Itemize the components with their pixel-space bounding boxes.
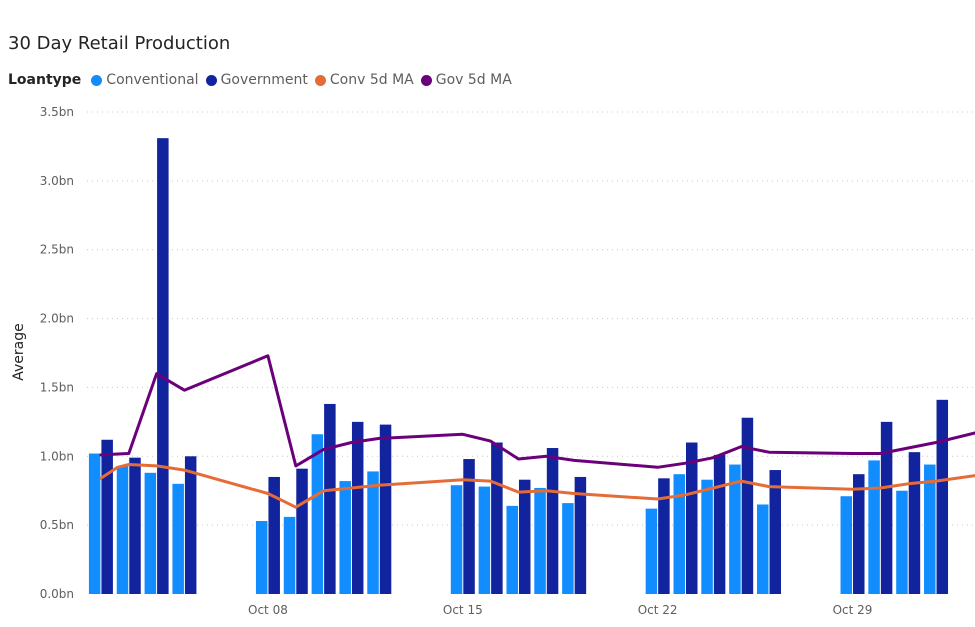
y-tick-label: 1.0bn: [40, 449, 74, 463]
x-tick-label: Oct 15: [443, 603, 483, 617]
bar-conventional[interactable]: [645, 508, 658, 594]
bar-conventional[interactable]: [562, 503, 574, 594]
bar-conventional[interactable]: [840, 496, 853, 594]
legend-title: Loantype: [8, 72, 82, 88]
bar-government[interactable]: [936, 399, 949, 594]
bar-conventional[interactable]: [367, 471, 379, 594]
bar-conventional[interactable]: [506, 505, 518, 594]
bar-conventional[interactable]: [478, 486, 491, 594]
bar-government[interactable]: [769, 470, 782, 594]
line-conv-5d-ma[interactable]: [99, 463, 975, 509]
bar-government[interactable]: [853, 474, 865, 594]
bar-government[interactable]: [351, 421, 364, 594]
bar-government[interactable]: [324, 403, 336, 594]
bar-conventional[interactable]: [701, 479, 713, 594]
x-tick-label: Oct 22: [638, 603, 678, 617]
x-tick-label: Oct 29: [833, 603, 873, 617]
legend-label-conv-5d-ma: Conv 5d MA: [329, 72, 414, 88]
bar-conventional[interactable]: [144, 472, 157, 594]
bar-government[interactable]: [101, 439, 113, 594]
y-axis-ticks: 0.0bn 0.5bn 1.0bn 1.5bn 2.0bn 2.5bn 3.0bn 3.5bn: [40, 105, 74, 601]
legend-item-conventional[interactable]: Conventional: [91, 72, 199, 88]
bars: [88, 138, 949, 594]
y-axis-title: Average: [11, 323, 27, 381]
bar-conventional[interactable]: [673, 474, 685, 594]
y-tick-label: 0.5bn: [40, 518, 74, 532]
bar-government[interactable]: [518, 479, 531, 594]
y-tick-label: 2.5bn: [40, 243, 74, 257]
legend-item-gov-5d-ma[interactable]: Gov 5d MA: [420, 72, 512, 88]
y-tick-label: 0.0bn: [40, 587, 74, 601]
bar-conventional[interactable]: [283, 516, 296, 594]
y-tick-label: 3.5bn: [40, 105, 74, 119]
legend-label-conventional: Conventional: [106, 72, 199, 88]
bar-government[interactable]: [157, 138, 169, 594]
chart-title: 30 Day Retail Production: [8, 33, 231, 54]
bar-conventional[interactable]: [924, 464, 936, 594]
bar-government[interactable]: [658, 478, 670, 594]
bar-government[interactable]: [685, 442, 698, 594]
bar-government[interactable]: [741, 417, 754, 594]
bar-government[interactable]: [880, 421, 893, 594]
bar-conventional[interactable]: [896, 490, 908, 594]
bar-conventional[interactable]: [534, 487, 546, 594]
x-tick-label: Oct 08: [248, 603, 288, 617]
bar-government[interactable]: [184, 456, 197, 594]
bar-conventional[interactable]: [116, 465, 129, 594]
bar-government[interactable]: [296, 468, 308, 594]
legend-label-gov-5d-ma: Gov 5d MA: [435, 72, 512, 88]
bar-government[interactable]: [463, 459, 475, 594]
bar-conventional[interactable]: [868, 460, 880, 594]
y-tick-label: 2.0bn: [40, 312, 74, 326]
bar-conventional[interactable]: [757, 504, 769, 594]
moving-average-lines: [99, 354, 975, 509]
bar-government[interactable]: [379, 424, 392, 594]
bar-conventional[interactable]: [339, 481, 351, 594]
gridlines: [87, 111, 975, 526]
legend-dot-government: [205, 74, 217, 86]
bar-government[interactable]: [491, 442, 503, 594]
bar-government[interactable]: [268, 476, 280, 594]
bar-conventional[interactable]: [88, 453, 101, 594]
legend-item-conv-5d-ma[interactable]: Conv 5d MA: [314, 72, 414, 88]
bar-conventional[interactable]: [172, 483, 184, 594]
bar-conventional[interactable]: [311, 434, 324, 594]
line-gov-5d-ma[interactable]: [99, 354, 975, 469]
x-axis-ticks: Oct 08 Oct 15 Oct 22 Oct 29: [248, 603, 872, 617]
legend-label-government: Government: [220, 72, 308, 88]
bar-government[interactable]: [129, 457, 141, 594]
bar-conventional[interactable]: [729, 464, 741, 594]
bar-government[interactable]: [908, 452, 921, 594]
y-tick-label: 1.5bn: [40, 380, 74, 394]
legend-dot-gov-5d-ma: [420, 74, 432, 86]
bar-conventional[interactable]: [450, 485, 463, 594]
legend-item-government[interactable]: Government: [205, 72, 308, 88]
bar-conventional[interactable]: [255, 521, 268, 594]
legend: Loantype Conventional Government Conv 5d…: [8, 72, 519, 88]
bar-government[interactable]: [574, 476, 587, 594]
y-tick-label: 3.0bn: [40, 174, 74, 188]
bar-government[interactable]: [546, 448, 559, 594]
legend-dot-conventional: [91, 74, 103, 86]
bar-government[interactable]: [713, 454, 726, 594]
legend-dot-conv-5d-ma: [314, 74, 326, 86]
